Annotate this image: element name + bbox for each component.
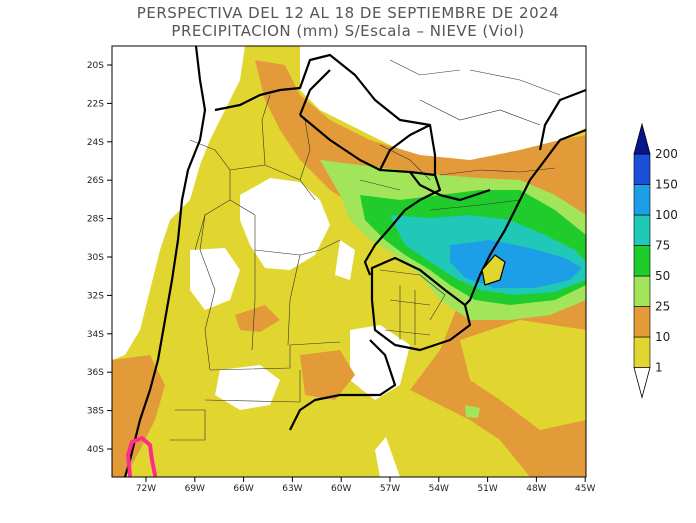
longitude-axis: 72W 69W 66W 63W 60W 57W 54W 51W 48W 45W	[136, 477, 595, 494]
lon-label: 45W	[575, 484, 595, 494]
colorbar-label: 75	[655, 239, 670, 253]
precip-1-10-coast	[380, 410, 480, 477]
lon-label: 54W	[429, 484, 449, 494]
colorbar-segment	[633, 245, 651, 277]
colorbar-segment	[633, 122, 651, 155]
lat-label: 40S	[87, 445, 104, 455]
colorbar-segment	[633, 336, 651, 368]
colorbar-segment	[633, 214, 651, 246]
colorbar-label: 1	[655, 361, 663, 375]
colorbar-label: 200	[655, 147, 678, 161]
dry-area-small	[335, 240, 355, 280]
snow-contour	[125, 435, 157, 477]
map-title-line2: PRECIPITACION (mm) S/Escala – NIEVE (Vio…	[171, 22, 525, 40]
lat-label: 34S	[87, 330, 104, 340]
colorbar-segment	[633, 367, 651, 400]
lat-label: 30S	[87, 253, 104, 263]
borders	[123, 46, 586, 477]
colorbar-segment	[633, 153, 651, 185]
colorbar-label: 50	[655, 269, 670, 283]
lon-label: 60W	[331, 484, 351, 494]
lat-label: 24S	[87, 138, 104, 148]
colorbar-segment	[633, 275, 651, 307]
dry-area-west	[190, 248, 240, 310]
lon-label: 69W	[185, 484, 205, 494]
lon-label: 63W	[282, 484, 302, 494]
lat-label: 38S	[87, 407, 104, 417]
precip-25-50-spot	[465, 405, 480, 418]
lat-label: 22S	[87, 99, 104, 109]
colorbar-label: 150	[655, 178, 678, 192]
precip-10-25-pampa	[300, 350, 355, 400]
map-frame	[111, 45, 587, 478]
lon-label: 48W	[526, 484, 546, 494]
dry-area-central	[240, 178, 330, 270]
lon-label: 57W	[380, 484, 400, 494]
precip-1-10-ocean	[460, 320, 586, 430]
latitude-axis: 20S 22S 24S 26S 28S 30S 32S 34S 36S 38S 40S	[87, 61, 112, 455]
colorbar-label: 100	[655, 208, 678, 222]
lon-label: 66W	[233, 484, 253, 494]
colorbar-segment	[633, 184, 651, 216]
lat-label: 32S	[87, 291, 104, 301]
lon-label: 51W	[477, 484, 497, 494]
dry-area-north	[300, 46, 586, 165]
dry-area-pampa	[215, 365, 280, 410]
lon-label: 72W	[136, 484, 156, 494]
dry-area-andes	[112, 46, 245, 360]
country-borders	[123, 46, 586, 477]
lagoa-dos-patos	[481, 254, 506, 286]
colorbar: 1 10 25 50 75 100 150 200	[633, 122, 678, 400]
lat-label: 36S	[87, 368, 104, 378]
colorbar-segment	[633, 306, 651, 338]
lat-label: 20S	[87, 61, 104, 71]
precip-10-25-center	[235, 305, 280, 332]
precipitation-fields	[112, 46, 586, 477]
lat-label: 28S	[87, 215, 104, 225]
map-title-line1: PERSPECTIVA DEL 12 AL 18 DE SEPTIEMBRE D…	[136, 4, 560, 22]
lat-label: 26S	[87, 176, 104, 186]
colorbar-label: 10	[655, 330, 670, 344]
colorbar-label: 25	[655, 300, 670, 314]
